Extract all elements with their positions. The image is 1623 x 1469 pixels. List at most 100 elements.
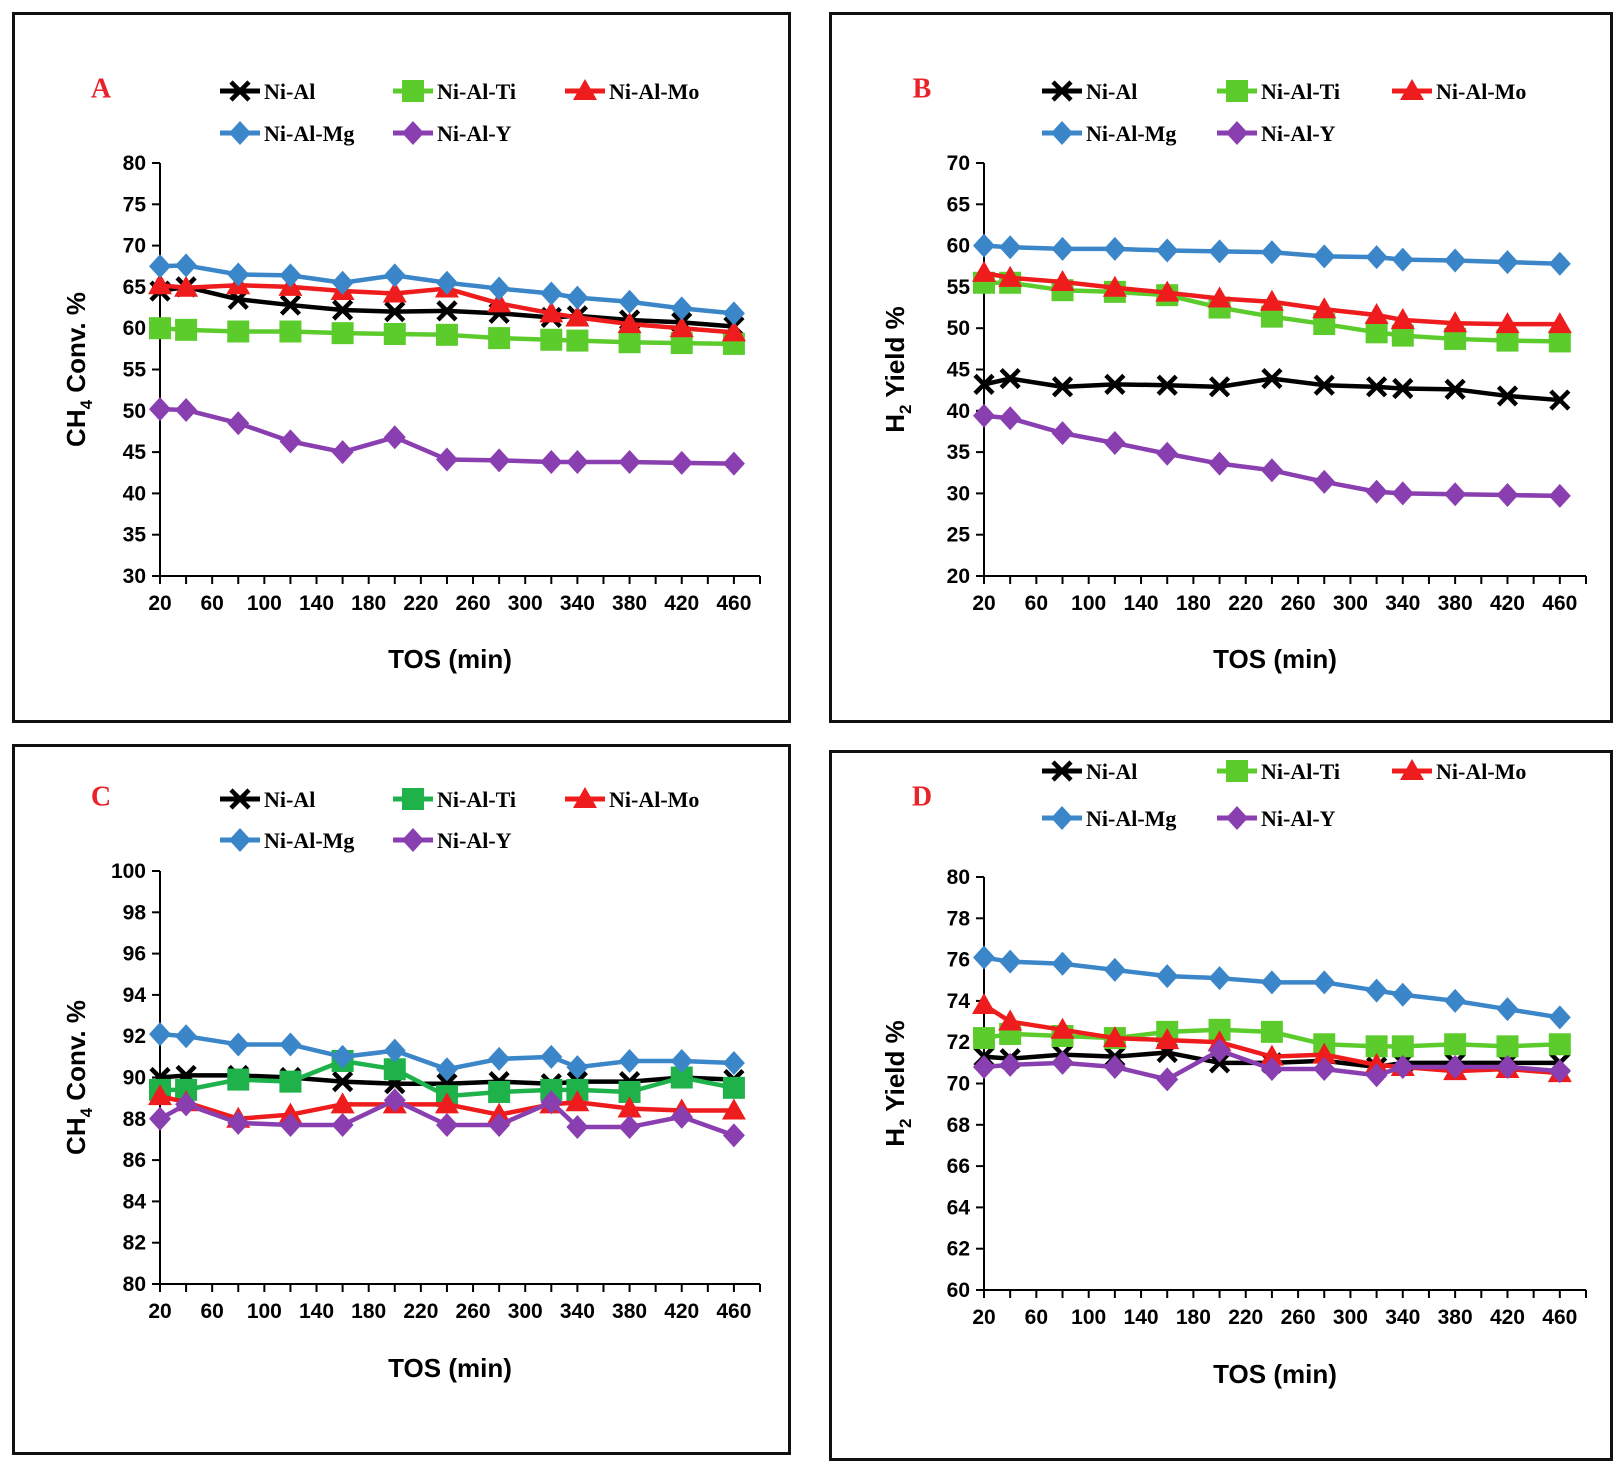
data-point xyxy=(1496,329,1519,352)
data-point xyxy=(1496,250,1519,275)
data-point xyxy=(1260,1057,1283,1082)
data-point xyxy=(149,397,171,422)
data-point xyxy=(1391,481,1414,506)
legend-item-ni-al: Ni-Al xyxy=(220,79,315,104)
data-point xyxy=(1495,312,1520,334)
series-ni-al-ti xyxy=(149,317,745,355)
data-point xyxy=(331,440,354,465)
data-point xyxy=(1260,458,1283,483)
x-tick-label: 60 xyxy=(200,1300,223,1323)
data-point xyxy=(279,429,302,454)
chart-svg-c: C Ni-Al Ni-Al-Ti Ni-Al-Mo Ni-Al-Mg Ni-Al-Y 80 8… xyxy=(61,781,761,1383)
y-tick-label: 40 xyxy=(123,482,146,505)
data-point xyxy=(488,327,511,350)
data-point xyxy=(1496,1054,1519,1079)
data-point xyxy=(722,301,745,326)
data-point xyxy=(488,276,511,301)
data-point xyxy=(721,320,746,342)
y-axis-label: CH4 Conv. % xyxy=(61,1000,96,1155)
y-tick-label: 94 xyxy=(123,984,147,1007)
y-tick-label: 65 xyxy=(123,276,147,299)
data-point xyxy=(1496,997,1519,1022)
data-point xyxy=(1102,1026,1127,1048)
data-point xyxy=(618,1080,641,1103)
data-point xyxy=(972,260,996,282)
x-tick-label: 340 xyxy=(560,592,595,615)
data-point xyxy=(1050,269,1075,291)
data-point xyxy=(618,331,641,354)
data-point xyxy=(279,320,302,343)
data-point xyxy=(1260,305,1283,328)
x-tick-label: 420 xyxy=(664,1300,699,1323)
data-point xyxy=(331,322,354,345)
data-point xyxy=(566,1055,589,1080)
data-point xyxy=(383,322,406,345)
x-tick-label: 340 xyxy=(560,1300,595,1323)
y-tick-label: 35 xyxy=(123,524,147,547)
legend-marker xyxy=(1226,760,1248,782)
x-tick-label: 460 xyxy=(716,592,751,615)
legend-item-ni-al-ti: Ni-Al-Ti xyxy=(393,79,516,104)
legend-item-ni-al-mg: Ni-Al-Mg xyxy=(1042,806,1176,831)
legend-marker xyxy=(402,828,424,852)
data-point xyxy=(1103,236,1126,261)
data-point xyxy=(1547,312,1572,334)
panel-letter: A xyxy=(91,73,112,104)
legend-marker xyxy=(573,79,597,100)
data-point xyxy=(1365,245,1388,270)
data-point xyxy=(1103,431,1126,456)
legend-label: Ni-Al-Mo xyxy=(1436,79,1526,104)
panel-letter: D xyxy=(912,781,932,812)
data-point xyxy=(1156,964,1179,989)
x-tick-label: 60 xyxy=(1025,592,1048,615)
data-point xyxy=(488,448,511,473)
data-point xyxy=(227,1110,250,1135)
data-point xyxy=(175,1024,198,1049)
data-point xyxy=(149,317,171,340)
data-point xyxy=(1548,1005,1571,1030)
data-point xyxy=(617,312,642,334)
data-point xyxy=(566,285,589,310)
data-point xyxy=(1391,247,1414,272)
legend-marker xyxy=(402,80,424,102)
x-tick-label: 100 xyxy=(1071,1306,1106,1329)
data-point xyxy=(1365,479,1388,504)
legend-label: Ni-Al-Ti xyxy=(437,79,516,104)
x-tick-label: 260 xyxy=(456,1300,491,1323)
series-ni-al-ti xyxy=(149,1049,745,1108)
data-point xyxy=(999,949,1022,974)
x-tick-label: 340 xyxy=(1385,1306,1420,1329)
y-tick-label: 72 xyxy=(947,1031,970,1054)
y-tick-label: 76 xyxy=(947,949,970,972)
y-tick-label: 80 xyxy=(123,1273,146,1296)
y-tick-label: 60 xyxy=(947,1279,970,1302)
x-tick-label: 60 xyxy=(200,592,223,615)
panel-c: C Ni-Al Ni-Al-Ti Ni-Al-Mo Ni-Al-Mg Ni-Al-Y 80 8… xyxy=(12,744,791,1455)
x-tick-label: 20 xyxy=(972,1306,995,1329)
legend-label: Ni-Al-Mo xyxy=(609,787,699,812)
x-tick-label: 20 xyxy=(148,1300,171,1323)
data-point xyxy=(1444,248,1467,273)
chart-svg-a: A Ni-Al Ni-Al-Ti Ni-Al-Mo Ni-Al-Mg Ni-Al-Y 30 3… xyxy=(61,73,761,674)
data-point xyxy=(999,1052,1022,1077)
y-tick-label: 65 xyxy=(947,193,971,216)
data-point xyxy=(1365,978,1388,1003)
legend-marker xyxy=(402,788,424,810)
series-ni-al-mg xyxy=(149,253,745,326)
x-tick-label: 260 xyxy=(456,592,491,615)
data-point xyxy=(1155,280,1180,302)
x-tick-label: 180 xyxy=(1176,1306,1211,1329)
data-point xyxy=(383,1088,406,1113)
y-tick-label: 80 xyxy=(123,152,146,175)
data-point xyxy=(1208,1018,1231,1041)
data-point xyxy=(1156,374,1178,396)
data-point xyxy=(973,233,995,258)
data-point xyxy=(618,1048,641,1073)
data-point xyxy=(175,397,198,422)
data-point xyxy=(1156,1067,1179,1092)
data-point xyxy=(227,262,250,287)
y-tick-label: 90 xyxy=(123,1067,146,1090)
x-tick-label: 100 xyxy=(247,592,282,615)
data-point xyxy=(1208,376,1231,398)
data-point xyxy=(1051,421,1074,446)
